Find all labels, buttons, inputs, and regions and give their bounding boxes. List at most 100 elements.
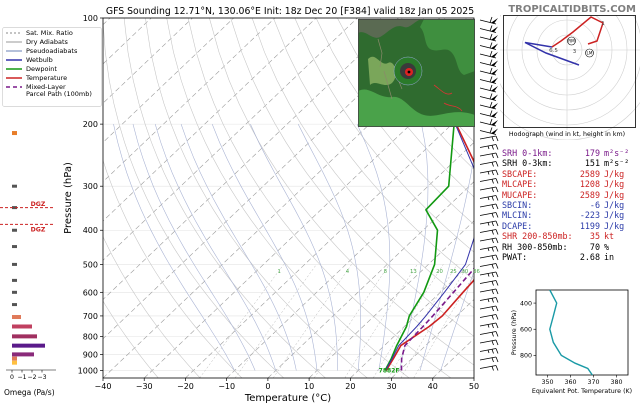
legend-item: Mixed-Layer Parcel Path (100mb) xyxy=(26,83,92,98)
stat-row: SRH 0-3km: 151 m²s⁻² xyxy=(502,158,638,168)
y-tick-label: 300 xyxy=(83,182,98,191)
omega-bar xyxy=(12,206,17,210)
dgz-label: DGZ xyxy=(31,201,46,208)
wind-barb xyxy=(479,127,498,135)
y-tick-label: 900 xyxy=(83,350,98,359)
map-location-marker xyxy=(407,70,411,74)
wind-barb xyxy=(479,339,499,346)
stat-unit: J/kg xyxy=(604,220,625,231)
omega-tick-label: 0 xyxy=(10,374,14,381)
theta-e-ylabel: Pressure (hPa) xyxy=(511,310,518,355)
mixing-ratio-label: 13 xyxy=(410,269,417,275)
stat-value: 1208 xyxy=(579,179,600,190)
mixing-ratio-line xyxy=(313,264,390,378)
wind-barb xyxy=(479,144,499,150)
stat-row: MLCAPE: 1208 J/kg xyxy=(502,179,638,189)
pseudoadiabat xyxy=(250,123,338,371)
omega-bar xyxy=(12,278,17,282)
wind-barb xyxy=(479,229,499,235)
stat-value: 151 xyxy=(584,158,600,169)
wind-barb xyxy=(479,220,499,227)
pseudoadiabat xyxy=(211,123,318,371)
omega-tick-label: −2 xyxy=(27,374,36,381)
omega-bar xyxy=(12,315,21,320)
omega-bar xyxy=(12,334,37,339)
stat-row: MLCIN: -223 J/kg xyxy=(502,210,638,220)
stat-row: SBCAPE: 2589 J/kg xyxy=(502,169,638,179)
storm-motion-label: LM xyxy=(587,51,593,56)
omega-bar xyxy=(12,245,17,249)
x-tick-label: 50 xyxy=(469,382,479,391)
stat-unit: J/kg xyxy=(604,189,625,200)
site-credit: TROPICALTIDBITS.COM xyxy=(508,4,636,15)
stat-value: 179 xyxy=(584,148,600,158)
wind-barb xyxy=(479,203,499,210)
stat-value: 2.68 xyxy=(579,252,600,263)
hodograph: 6.5 3 1 RM LM Hodograph (wind in kt, height … xyxy=(500,15,640,140)
pseudoadiabat xyxy=(356,123,391,371)
mixing-ratio-label: 1 xyxy=(278,269,281,275)
wind-barb xyxy=(479,93,498,101)
pseudoadiabat xyxy=(154,124,276,371)
x-tick-label: 20 xyxy=(345,382,355,391)
wind-barbs xyxy=(479,16,499,371)
pseudoadiabat xyxy=(419,154,474,371)
omega-bar xyxy=(12,303,17,307)
pseudoadiabat xyxy=(399,124,429,371)
y-tick-label: 800 xyxy=(83,332,98,341)
x-tick-label: −30 xyxy=(136,382,153,391)
mixing-ratio-line xyxy=(388,264,458,378)
y-tick-label: 400 xyxy=(83,226,98,235)
stat-label: SRH 0-3km: xyxy=(502,158,553,169)
stat-unit: J/kg xyxy=(604,200,625,211)
stat-unit: J/kg xyxy=(604,179,625,190)
dry-adiabat xyxy=(103,159,243,378)
x-tick-label: 10 xyxy=(304,382,314,391)
theta-e-y-tick-label: 400 xyxy=(520,300,532,307)
theta-e-line xyxy=(549,289,593,376)
wind-barb xyxy=(479,297,499,303)
x-tick-label: −10 xyxy=(218,382,235,391)
stat-label: MLCIN: xyxy=(502,210,533,221)
stat-unit: kt xyxy=(604,231,615,242)
wind-barb xyxy=(479,322,499,329)
mixing-ratio-line xyxy=(372,264,444,378)
theta-e-chart: 350 360 370 380 400 600 800 Equivalent Pot. Tem… xyxy=(511,289,632,395)
x-tick-label: 30 xyxy=(386,382,396,391)
dry-adiabat xyxy=(103,18,284,378)
stat-label: SRH 0-1km: xyxy=(502,148,553,158)
skew-ylabel: Pressure (hPa) xyxy=(63,162,74,234)
stat-label: SBCAPE: xyxy=(502,168,538,179)
hodograph-height-label: 3 xyxy=(573,49,577,55)
theta-e-y-tick-label: 600 xyxy=(520,326,532,333)
theta-e-x-tick-label: 360 xyxy=(564,379,576,386)
omega-tick-label: −1 xyxy=(17,374,26,381)
hodograph-trace xyxy=(551,16,604,48)
storm-motion-marker xyxy=(585,48,594,58)
omega-bar xyxy=(12,324,32,329)
pseudoadiabat xyxy=(180,123,297,371)
y-tick-label: 1000 xyxy=(78,367,98,376)
stat-label: MLCAPE: xyxy=(502,179,538,190)
omega-tick-label: −3 xyxy=(37,374,46,381)
stat-label: SBCIN: xyxy=(502,200,533,211)
stat-row: DCAPE: 1199 J/kg xyxy=(502,221,638,231)
theta-e-x-tick-label: 350 xyxy=(541,379,553,386)
stat-unit: in xyxy=(604,252,615,263)
x-tick-label: 0 xyxy=(265,382,270,391)
wind-barb xyxy=(479,33,498,42)
stat-unit: % xyxy=(604,241,610,252)
mixing-ratio-line xyxy=(234,264,317,378)
wind-barb xyxy=(479,280,499,286)
mixing-ratio-label: 4 xyxy=(346,269,350,275)
wind-barb xyxy=(479,50,498,59)
mixing-ratio-label: 30 xyxy=(461,269,468,275)
stat-unit: m²s⁻² xyxy=(604,148,630,158)
pseudoadiabat xyxy=(132,124,256,371)
stat-label: MUCAPE: xyxy=(502,189,538,200)
theta-e-x-tick-label: 370 xyxy=(587,379,599,386)
y-tick-label: 500 xyxy=(83,260,98,269)
wind-barb xyxy=(479,25,498,33)
wind-barb xyxy=(479,110,498,118)
hodograph-height-label: 6.5 xyxy=(549,48,558,54)
